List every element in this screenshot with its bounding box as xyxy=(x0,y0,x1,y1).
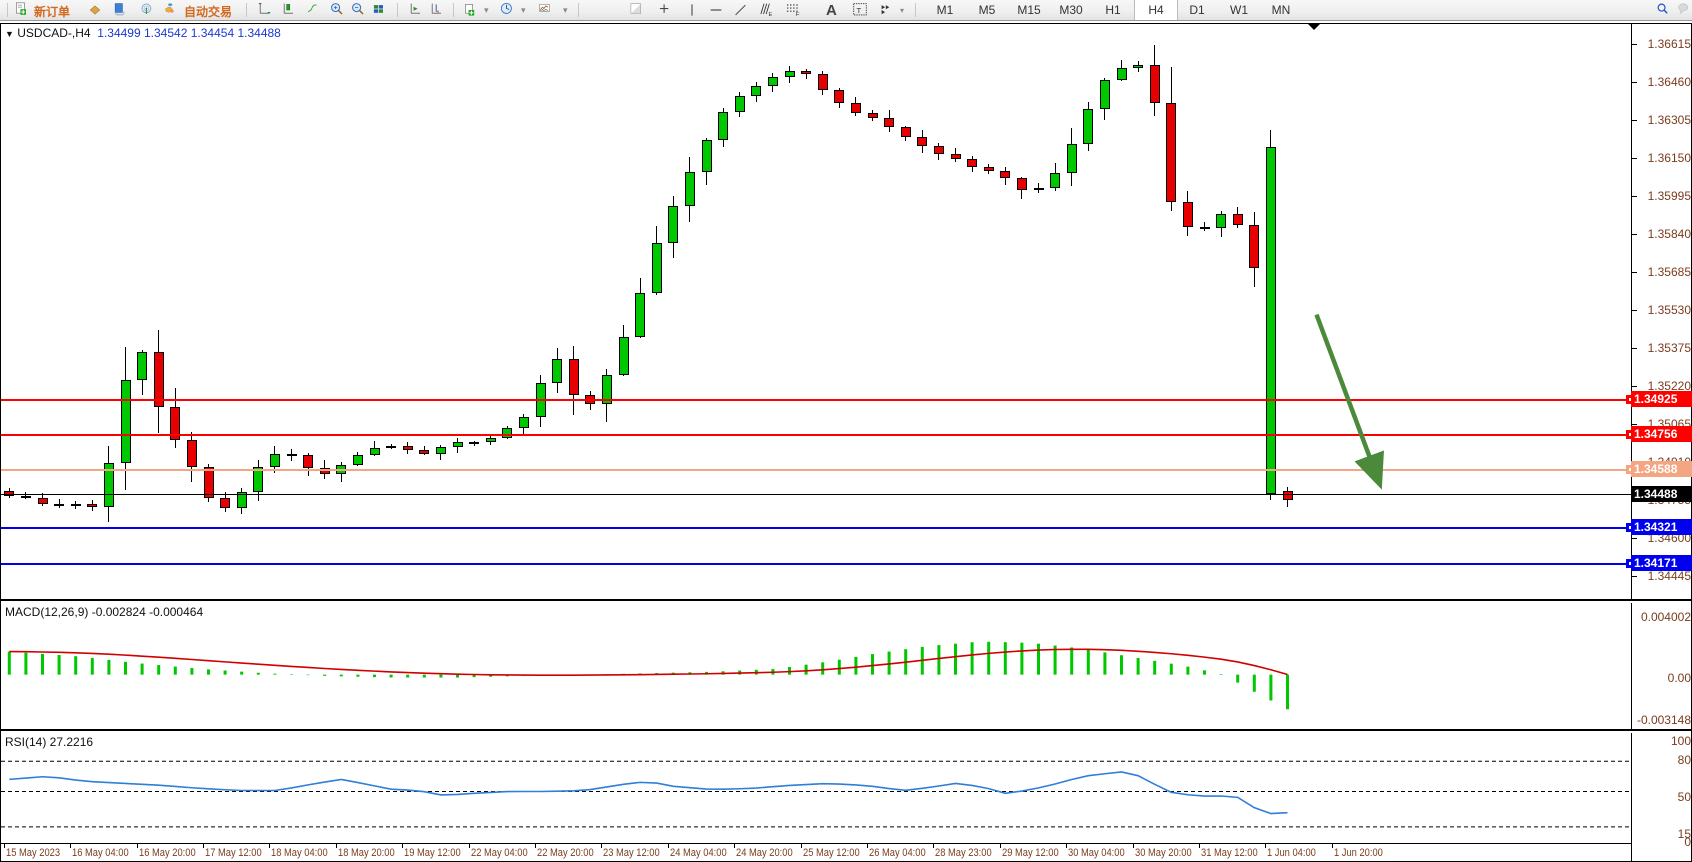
svg-text:F: F xyxy=(796,12,800,17)
svg-text:E: E xyxy=(769,12,773,18)
svg-text:T: T xyxy=(857,6,862,15)
